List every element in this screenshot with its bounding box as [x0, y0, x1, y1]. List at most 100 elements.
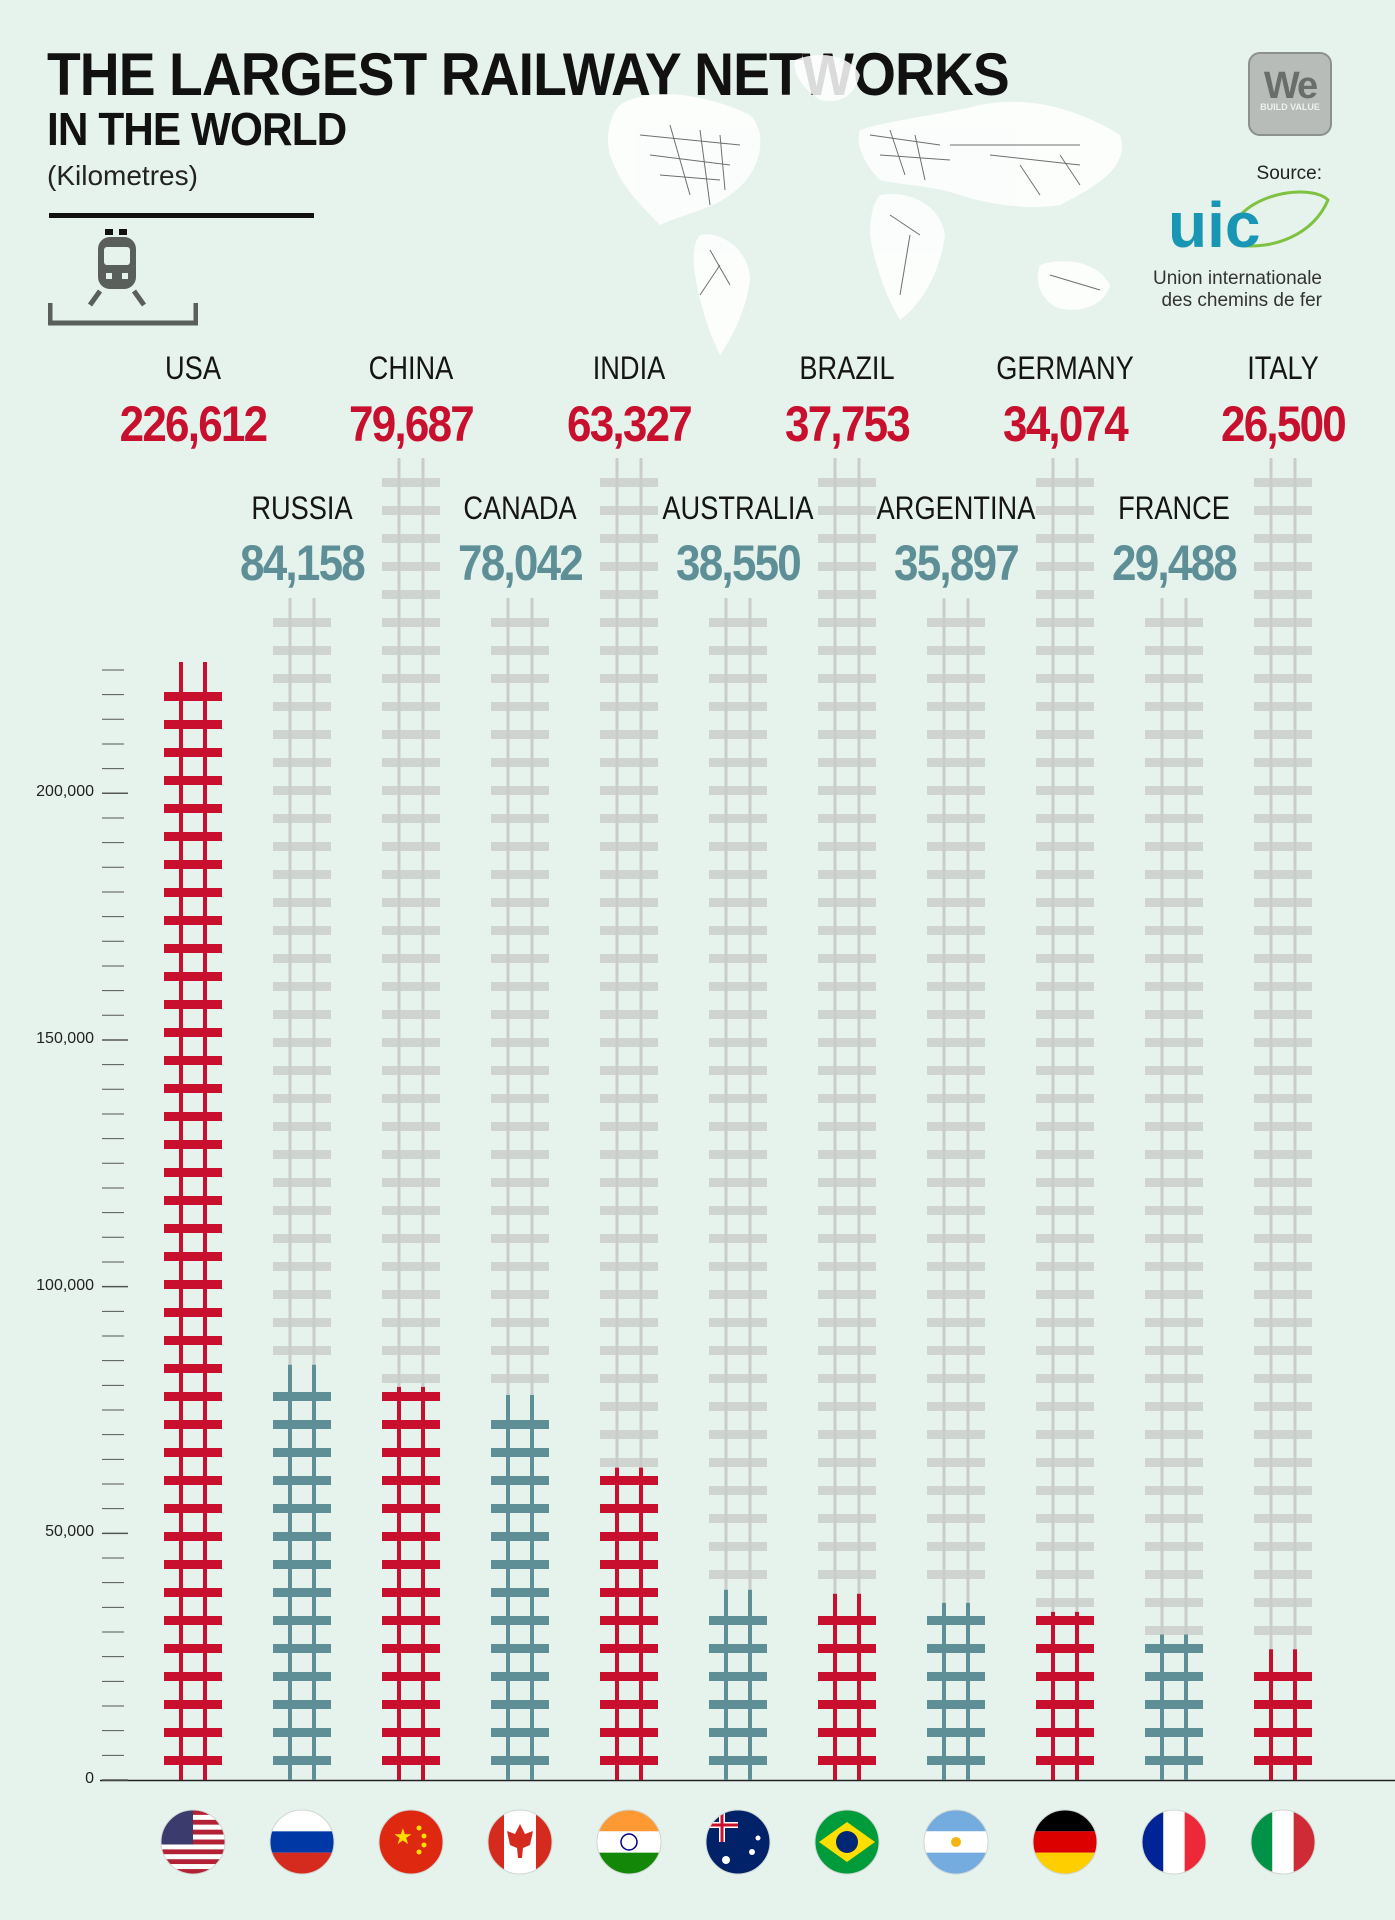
ghost-tie: [273, 1178, 331, 1187]
bar-tie: [600, 1588, 658, 1597]
italy-flag-icon: [1251, 1810, 1315, 1874]
russia-flag-icon: [270, 1810, 334, 1874]
ghost-tie: [1036, 1206, 1094, 1215]
bar-tie: [709, 1700, 767, 1709]
ghost-tie: [818, 1038, 876, 1047]
ghost-tie: [818, 1066, 876, 1075]
bar-tie: [600, 1476, 658, 1485]
ghost-tie: [1254, 1318, 1312, 1327]
bar-tie: [709, 1756, 767, 1765]
bar-tie: [491, 1448, 549, 1457]
bar-tie: [382, 1672, 440, 1681]
ghost-tie: [1254, 1066, 1312, 1075]
ghost-tie: [600, 534, 658, 543]
bar-tie: [709, 1672, 767, 1681]
ghost-tie: [382, 730, 440, 739]
ghost-tie: [927, 1178, 985, 1187]
bar-tie: [491, 1616, 549, 1625]
ghost-tie: [709, 702, 767, 711]
ghost-tie: [1036, 786, 1094, 795]
ghost-tie: [927, 1206, 985, 1215]
bar-tie: [164, 720, 222, 729]
uic-logo: uic: [1168, 189, 1330, 261]
ghost-tie: [491, 786, 549, 795]
ghost-tie: [491, 870, 549, 879]
ghost-tie: [1254, 1178, 1312, 1187]
ghost-tie: [709, 1430, 767, 1439]
ghost-tie: [1145, 1318, 1203, 1327]
ghost-tie: [273, 1262, 331, 1271]
ghost-tie: [1145, 730, 1203, 739]
bar-tie: [164, 1140, 222, 1149]
bar-tie: [818, 1728, 876, 1737]
ghost-tie: [927, 1122, 985, 1131]
value-label-russia: 84,158: [239, 535, 366, 591]
ghost-tie: [1036, 702, 1094, 711]
ghost-tie: [1145, 1402, 1203, 1411]
ghost-tie: [600, 1038, 658, 1047]
y-tick-label: 0: [85, 1770, 94, 1787]
ghost-tie: [273, 674, 331, 683]
ghost-tie: [1145, 646, 1203, 655]
bar-tie: [273, 1504, 331, 1513]
ghost-tie: [818, 870, 876, 879]
bar-tie: [818, 1616, 876, 1625]
ghost-tie: [818, 1234, 876, 1243]
ghost-tie: [1036, 506, 1094, 515]
ghost-tie: [382, 842, 440, 851]
ghost-tie: [1145, 1514, 1203, 1523]
ghost-tie: [600, 1178, 658, 1187]
ghost-tie: [382, 1234, 440, 1243]
ghost-tie: [1254, 842, 1312, 851]
bar-tie: [600, 1756, 658, 1765]
ghost-tie: [382, 1094, 440, 1103]
bar-tie: [164, 832, 222, 841]
ghost-tie: [491, 618, 549, 627]
bar-tie: [164, 1756, 222, 1765]
ghost-tie: [818, 534, 876, 543]
ghost-tie: [1145, 814, 1203, 823]
ghost-tie: [709, 982, 767, 991]
ghost-tie: [600, 1346, 658, 1355]
ghost-tie: [709, 1318, 767, 1327]
ghost-tie: [1036, 1346, 1094, 1355]
bar-tie: [164, 1308, 222, 1317]
bar-tie: [164, 1056, 222, 1065]
flag-border: [705, 1809, 771, 1875]
bar-tie: [927, 1756, 985, 1765]
ghost-tie: [818, 562, 876, 571]
bar-tie: [600, 1728, 658, 1737]
germany-flag-icon: [1033, 1810, 1097, 1874]
bar-tie: [273, 1672, 331, 1681]
ghost-tie: [818, 478, 876, 487]
bar-tie: [1036, 1672, 1094, 1681]
ghost-tie: [1254, 1514, 1312, 1523]
ghost-tie: [1254, 590, 1312, 599]
ghost-tie: [273, 1122, 331, 1131]
ghost-tie: [600, 982, 658, 991]
ghost-tie: [1036, 814, 1094, 823]
bar-tie: [164, 944, 222, 953]
ghost-tie: [382, 506, 440, 515]
flag-border: [1250, 1809, 1316, 1875]
bar-tie: [164, 1700, 222, 1709]
ghost-tie: [273, 646, 331, 655]
ghost-tie: [273, 954, 331, 963]
bar-tie: [818, 1756, 876, 1765]
ghost-tie: [1036, 646, 1094, 655]
ghost-tie: [927, 814, 985, 823]
value-label-usa: 226,612: [119, 396, 268, 452]
ghost-tie: [600, 786, 658, 795]
bar-tie: [164, 776, 222, 785]
bar-tie: [1145, 1756, 1203, 1765]
ghost-tie: [927, 1514, 985, 1523]
ghost-tie: [1036, 478, 1094, 487]
ghost-tie: [382, 1262, 440, 1271]
ghost-tie: [600, 590, 658, 599]
railway-bar-argentina: [927, 598, 985, 1780]
bar-tie: [164, 1028, 222, 1037]
ghost-tie: [382, 982, 440, 991]
ghost-tie: [818, 1010, 876, 1019]
ghost-tie: [1254, 534, 1312, 543]
ghost-tie: [273, 758, 331, 767]
